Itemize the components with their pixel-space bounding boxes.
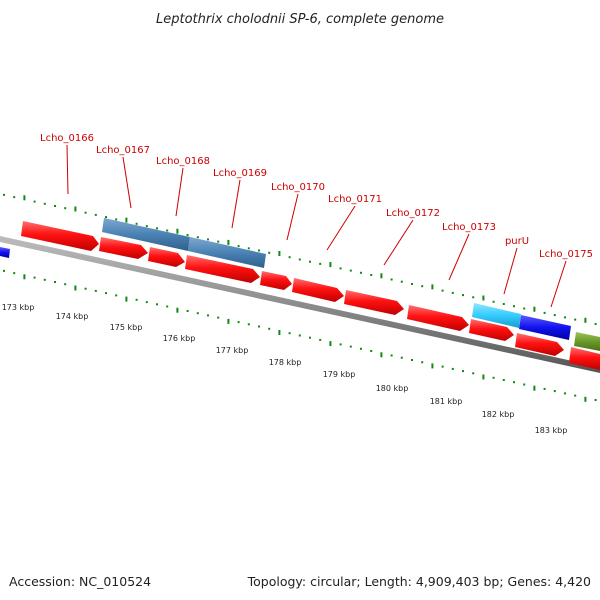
gene-red bbox=[515, 333, 564, 356]
kbp-label: 182 kbp bbox=[482, 410, 515, 419]
gene-olive bbox=[574, 332, 600, 351]
gene-red bbox=[260, 271, 292, 290]
gene-steelblue bbox=[102, 218, 190, 251]
gene-blue-left bbox=[0, 247, 10, 258]
gene-red bbox=[344, 290, 404, 315]
gene-red bbox=[99, 237, 148, 259]
gene-red bbox=[569, 347, 600, 370]
gene-label-leader bbox=[550, 260, 567, 308]
kbp-label: 175 kbp bbox=[110, 323, 143, 332]
gene-red bbox=[185, 255, 260, 283]
kbp-label: 176 kbp bbox=[163, 334, 196, 343]
gene-label: purU bbox=[505, 236, 529, 247]
gene-label: Lcho_0170 bbox=[271, 182, 325, 193]
gene-label-leader bbox=[326, 205, 356, 251]
gene-features bbox=[0, 218, 600, 370]
gene-label-leader bbox=[231, 179, 241, 229]
gene-label-leaders bbox=[66, 144, 567, 308]
gene-label: Lcho_0169 bbox=[213, 168, 267, 179]
gene-red bbox=[469, 319, 514, 341]
gene-red bbox=[148, 247, 185, 267]
outer-tick-track bbox=[3, 193, 597, 325]
gene-label: Lcho_0173 bbox=[442, 222, 496, 233]
kbp-label: 181 kbp bbox=[430, 397, 463, 406]
gene-steelblue bbox=[188, 237, 266, 268]
map-title: Leptothrix cholodnii SP-6, complete geno… bbox=[156, 12, 444, 27]
gene-label: Lcho_0175 bbox=[539, 249, 593, 260]
gene-label-leader bbox=[66, 144, 69, 195]
gene-label-leader bbox=[503, 247, 518, 295]
gene-red bbox=[21, 221, 99, 251]
gene-label: Lcho_0171 bbox=[328, 194, 382, 205]
gene-label-leader bbox=[383, 219, 414, 266]
kbp-label: 173 kbp bbox=[2, 303, 35, 312]
gene-label: Lcho_0168 bbox=[156, 156, 210, 167]
accession-text: Accession: NC_010524 bbox=[9, 574, 151, 589]
kbp-label: 177 kbp bbox=[216, 346, 249, 355]
gene-label-leader bbox=[175, 167, 184, 217]
gene-label: Lcho_0172 bbox=[386, 208, 440, 219]
gene-label: Lcho_0167 bbox=[96, 145, 150, 156]
kbp-label: 174 kbp bbox=[56, 312, 89, 321]
gene-cyan-purU bbox=[472, 303, 521, 328]
kbp-label: 180 kbp bbox=[376, 384, 409, 393]
inner-tick-track bbox=[3, 269, 597, 402]
kbp-label: 179 kbp bbox=[323, 370, 356, 379]
backbone bbox=[0, 236, 600, 373]
gene-red bbox=[407, 305, 469, 331]
gene-blue bbox=[519, 315, 571, 340]
kbp-label: 183 kbp bbox=[535, 426, 568, 435]
gene-label-leader bbox=[122, 156, 132, 209]
gene-red bbox=[292, 278, 344, 302]
kbp-scale-labels: 173 kbp 174 kbp 175 kbp 176 kbp 177 kbp 178 k… bbox=[2, 303, 568, 435]
gene-label: Lcho_0166 bbox=[40, 133, 94, 144]
genome-info-text: Topology: circular; Length: 4,909,403 bp… bbox=[247, 574, 591, 589]
gene-label-leader bbox=[448, 233, 470, 281]
kbp-label: 178 kbp bbox=[269, 358, 302, 367]
gene-label-leader bbox=[286, 193, 299, 241]
